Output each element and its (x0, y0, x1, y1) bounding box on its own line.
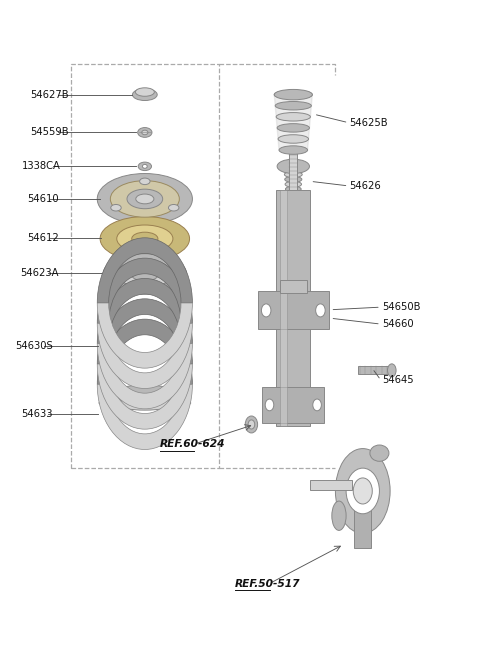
Bar (258, 291, 329, 329)
Circle shape (248, 420, 255, 429)
Ellipse shape (285, 176, 302, 182)
Circle shape (346, 468, 379, 514)
Ellipse shape (278, 134, 309, 143)
Text: REF.60-624: REF.60-624 (160, 439, 226, 449)
Ellipse shape (276, 113, 311, 121)
Ellipse shape (279, 146, 308, 154)
Bar (311, 480, 352, 489)
Bar (354, 509, 372, 548)
Ellipse shape (135, 88, 155, 96)
Ellipse shape (284, 172, 302, 177)
Text: 54633: 54633 (21, 409, 53, 419)
Text: 54623A: 54623A (20, 268, 59, 278)
Ellipse shape (332, 501, 346, 531)
Ellipse shape (370, 445, 389, 461)
Ellipse shape (143, 165, 147, 169)
Bar (280, 190, 287, 426)
Ellipse shape (97, 174, 192, 224)
Bar (289, 152, 297, 190)
Text: 54627B: 54627B (31, 90, 69, 100)
Ellipse shape (132, 89, 157, 100)
Bar (276, 190, 311, 426)
Ellipse shape (286, 186, 301, 192)
Circle shape (265, 399, 274, 411)
Text: 54645: 54645 (382, 375, 413, 385)
Text: 54559B: 54559B (31, 127, 69, 138)
Ellipse shape (127, 189, 163, 209)
Text: REF.50-517: REF.50-517 (235, 579, 301, 588)
Ellipse shape (142, 130, 148, 134)
Ellipse shape (138, 162, 152, 171)
Text: 54650B: 54650B (382, 302, 420, 312)
Ellipse shape (132, 232, 158, 245)
Bar (263, 387, 324, 423)
Wedge shape (97, 319, 192, 384)
Text: 54660: 54660 (382, 319, 413, 329)
Circle shape (313, 399, 322, 411)
Ellipse shape (103, 254, 186, 294)
Wedge shape (97, 278, 192, 344)
Circle shape (353, 478, 372, 504)
Ellipse shape (138, 127, 152, 137)
Ellipse shape (285, 181, 301, 187)
Polygon shape (274, 94, 312, 150)
Text: 54630S: 54630S (15, 341, 53, 351)
Wedge shape (97, 298, 192, 364)
Ellipse shape (136, 194, 154, 204)
Ellipse shape (286, 191, 301, 197)
Ellipse shape (281, 197, 305, 207)
Ellipse shape (275, 102, 312, 110)
Ellipse shape (168, 205, 179, 211)
Ellipse shape (140, 178, 150, 184)
Ellipse shape (274, 89, 312, 100)
Wedge shape (97, 384, 192, 449)
Bar (280, 279, 307, 293)
Wedge shape (97, 364, 192, 429)
Wedge shape (97, 237, 192, 303)
Circle shape (245, 416, 258, 433)
Ellipse shape (117, 225, 173, 253)
Wedge shape (97, 303, 192, 368)
Circle shape (262, 304, 271, 317)
Ellipse shape (116, 398, 173, 410)
Circle shape (316, 304, 325, 317)
Polygon shape (99, 384, 191, 416)
Wedge shape (97, 258, 192, 323)
Bar (358, 367, 390, 375)
Ellipse shape (336, 449, 390, 533)
Text: 1338CA: 1338CA (22, 161, 61, 171)
Ellipse shape (111, 205, 121, 211)
Ellipse shape (274, 91, 312, 99)
Text: 54625B: 54625B (349, 117, 388, 128)
Ellipse shape (110, 180, 180, 217)
Ellipse shape (131, 267, 158, 281)
Ellipse shape (100, 216, 190, 261)
Text: 54626: 54626 (349, 181, 381, 191)
Wedge shape (97, 323, 192, 388)
Ellipse shape (277, 159, 310, 174)
Wedge shape (97, 344, 192, 409)
Ellipse shape (118, 260, 172, 287)
Ellipse shape (286, 196, 300, 202)
Ellipse shape (284, 167, 302, 173)
Ellipse shape (387, 364, 396, 377)
Ellipse shape (277, 123, 310, 132)
Text: 54610: 54610 (27, 194, 59, 204)
Text: 54612: 54612 (27, 233, 59, 243)
